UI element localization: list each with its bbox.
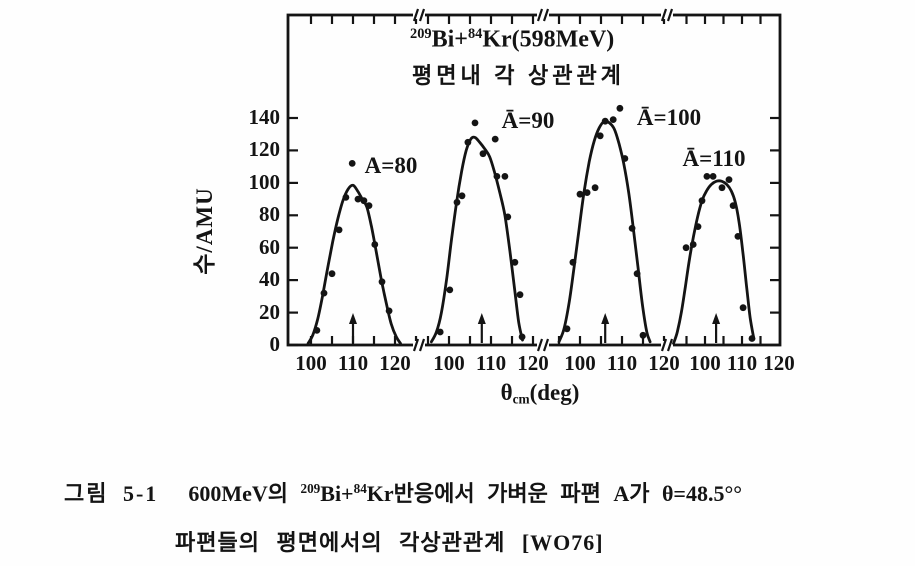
y-tick-label: 120 [248,137,281,162]
data-points [313,160,393,334]
angle-marker-arrow [477,313,486,343]
mass-group-label: A=80 [364,153,418,178]
angle-marker-arrow [601,313,610,343]
x-tick-label: 100 [564,351,596,375]
y-tick-label: 60 [259,234,280,259]
figure-number: 그림 5-1 [64,481,159,506]
x-tick-label: 110 [726,351,758,375]
y-axis-ticks [288,116,780,347]
y-tick-label: 80 [259,202,280,227]
x-tick-label: 100 [295,351,327,375]
plot-subtitle: 평면내 각 상관관계 [412,63,625,88]
mass-group-label: Ā=90 [501,108,555,133]
x-axis-title: θcm(deg) [500,380,580,407]
cm-subscript: cm [512,391,530,407]
data-points [436,119,526,341]
y-tick-label: 100 [248,169,281,194]
figure-caption-line2: 파편들의 평면에서의 각상관관계 [WO76] [175,530,604,555]
mass-superscript: 84 [467,26,483,42]
x-axis-ticks [309,15,762,345]
mass-group-label: Ā=100 [636,105,702,130]
mass-superscript: 84 [353,481,367,497]
angle-marker-arrow [712,313,721,343]
axis-break-marks [412,8,674,352]
x-tick-label: 110 [606,351,638,375]
x-tick-label: 100 [433,351,465,375]
data-points [563,104,647,339]
plot-title: 209Bi+84Kr(598MeV) [410,26,615,53]
correlation-curve [557,119,652,344]
x-tick-label: 120 [763,351,795,375]
angle-marker-arrow [349,313,357,343]
y-tick-label: 20 [259,299,280,324]
correlation-curve [672,179,756,345]
figure-caption-line1: 그림 5-1 600MeV의 209Bi+84Kr반응에서 가벼운 파편 A가 θ… [64,481,743,506]
x-tick-label: 100 [689,351,721,375]
x-tick-label: 120 [517,351,549,375]
data-points [682,173,756,342]
x-tick-label: 120 [379,351,411,375]
mass-group-label: Ā=110 [682,146,746,171]
correlation-curve [430,135,524,344]
x-tick-label: 120 [648,351,680,375]
correlation-plot [286,8,782,352]
mass-superscript: 209 [300,481,321,497]
y-tick-label: 40 [259,267,280,292]
mass-superscript: 209 [410,26,432,42]
y-tick-label: 140 [248,105,281,129]
x-tick-label: 110 [475,351,507,375]
y-tick-label: 0 [269,332,281,356]
y-axis-title: 수/AMU [192,187,217,275]
x-tick-label: 110 [337,351,369,375]
